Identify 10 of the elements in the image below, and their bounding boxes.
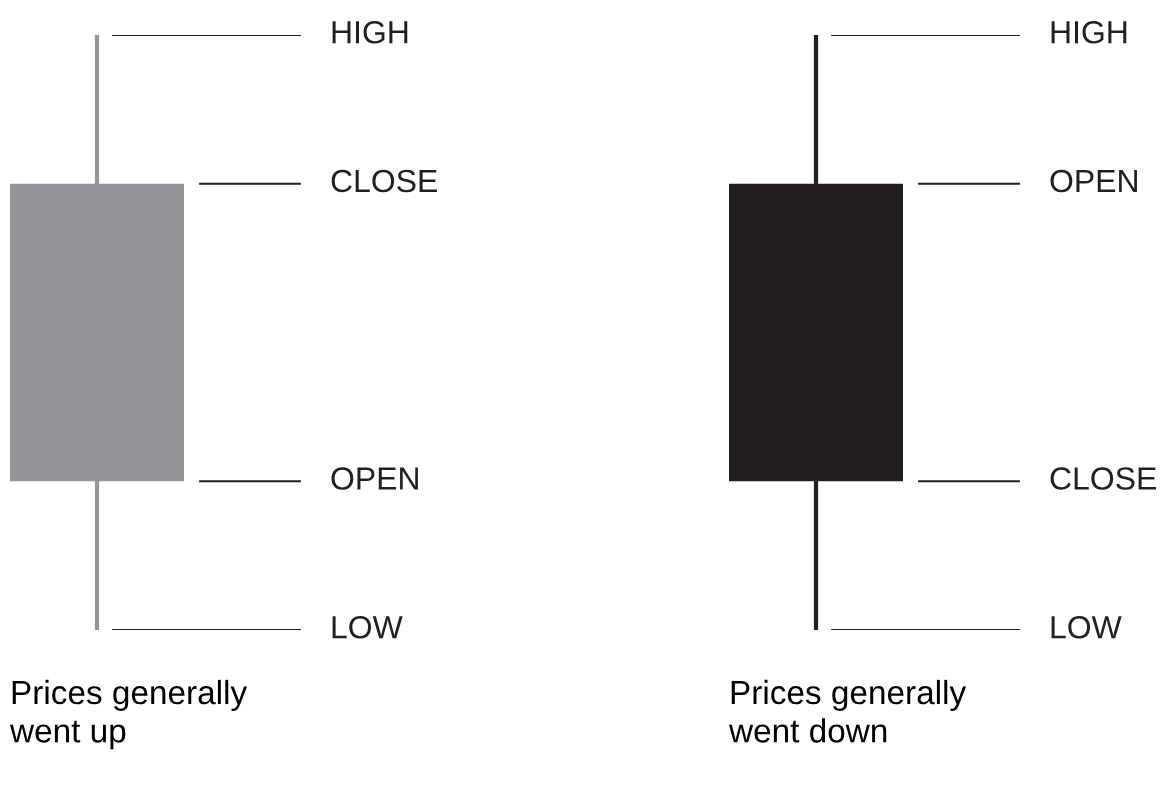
x-tick-label: Prices generally went down (728, 679, 967, 743)
annotation: CLOSE (331, 169, 437, 193)
annotation: HIGH (1051, 20, 1127, 44)
x-tick-label: Prices generally went up (9, 679, 248, 750)
annotation: LOW (332, 615, 403, 639)
annotation: LOW (1051, 615, 1122, 639)
annotation: HIGH (332, 20, 408, 44)
annotation: OPEN (331, 467, 418, 490)
annotation: CLOSE (1050, 467, 1156, 490)
annotation: OPEN (1050, 169, 1137, 193)
